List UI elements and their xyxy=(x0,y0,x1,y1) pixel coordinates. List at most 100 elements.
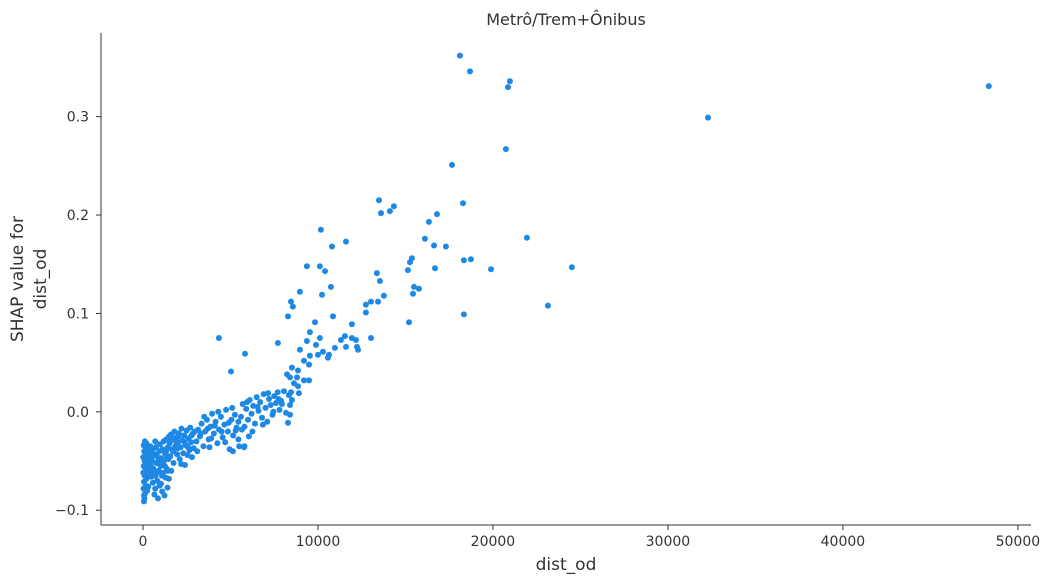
data-point xyxy=(294,374,300,381)
data-point xyxy=(147,456,154,463)
data-point xyxy=(523,234,530,241)
data-point xyxy=(285,313,291,320)
data-point xyxy=(296,288,303,295)
data-point xyxy=(188,432,195,439)
data-point xyxy=(167,453,174,460)
data-point xyxy=(415,285,422,292)
data-point xyxy=(460,311,467,318)
x-axis-label: dist_od xyxy=(536,555,597,575)
data-point xyxy=(288,298,294,305)
data-point xyxy=(210,430,217,437)
data-point xyxy=(151,451,158,458)
data-point xyxy=(331,344,338,351)
data-point xyxy=(410,290,416,297)
data-point xyxy=(295,383,301,390)
data-point xyxy=(218,428,225,435)
data-point xyxy=(235,436,242,443)
data-point xyxy=(274,389,281,396)
data-point xyxy=(276,406,283,413)
data-point xyxy=(244,399,251,405)
data-point xyxy=(312,319,318,326)
data-point xyxy=(168,467,175,474)
data-point xyxy=(362,301,369,308)
data-point xyxy=(705,114,711,121)
ticks-layer: 0 10000 20000 30000 40000 50000 −0.1 0.0 0.1 0.2 0… xyxy=(55,110,1040,550)
data-point xyxy=(163,448,170,455)
data-point xyxy=(242,350,248,357)
data-point xyxy=(159,460,166,466)
data-point xyxy=(303,338,310,344)
data-point xyxy=(208,435,215,442)
data-point xyxy=(206,444,213,451)
y-tick-label: 0.1 xyxy=(67,306,89,322)
data-point xyxy=(152,438,159,445)
data-point xyxy=(425,218,432,225)
y-tick-label: 0.2 xyxy=(67,208,89,224)
data-point xyxy=(295,367,301,374)
data-point xyxy=(223,406,230,413)
data-point xyxy=(236,443,243,450)
data-point xyxy=(198,420,205,427)
data-point xyxy=(265,390,272,397)
data-point xyxy=(174,445,181,452)
data-point xyxy=(164,484,171,491)
data-point xyxy=(259,414,265,421)
data-point xyxy=(376,278,383,284)
data-point xyxy=(368,298,374,305)
data-point xyxy=(324,354,331,361)
data-point xyxy=(176,456,183,463)
data-point xyxy=(275,396,282,402)
data-point xyxy=(306,377,312,384)
data-point xyxy=(217,413,224,420)
data-point xyxy=(141,438,148,445)
y-tick-label: −0.1 xyxy=(55,503,89,519)
data-point xyxy=(165,475,172,482)
data-point xyxy=(301,357,307,364)
data-point xyxy=(289,303,296,310)
data-point xyxy=(228,368,234,375)
data-point xyxy=(327,283,334,290)
data-point xyxy=(271,393,278,400)
points-layer xyxy=(140,52,992,505)
data-point xyxy=(214,440,221,447)
data-point xyxy=(442,243,449,250)
data-point xyxy=(266,396,272,402)
data-point xyxy=(185,444,192,451)
data-point xyxy=(151,491,158,498)
chart-title: Metrô/Trem+Ônibus xyxy=(486,10,646,29)
data-point xyxy=(248,410,255,417)
data-point xyxy=(337,337,344,343)
data-point xyxy=(167,437,174,444)
x-tick-label: 30000 xyxy=(646,534,691,550)
data-point xyxy=(341,333,348,340)
data-point xyxy=(245,433,252,440)
data-point xyxy=(467,68,473,75)
data-point xyxy=(281,388,287,395)
data-point xyxy=(376,197,382,204)
data-point xyxy=(375,298,381,305)
y-tick-label: 0.3 xyxy=(67,110,89,126)
data-point xyxy=(264,418,271,425)
data-point xyxy=(215,408,222,415)
data-point xyxy=(153,469,160,476)
data-point xyxy=(245,416,251,423)
data-point xyxy=(449,161,455,168)
data-point xyxy=(296,346,303,353)
data-point xyxy=(200,443,207,450)
data-point xyxy=(316,263,323,270)
data-point xyxy=(152,444,159,451)
data-point xyxy=(152,485,159,492)
data-point xyxy=(211,422,218,429)
data-point xyxy=(235,418,242,425)
data-point xyxy=(232,427,239,434)
data-point xyxy=(170,448,177,455)
data-point xyxy=(390,203,397,210)
data-point xyxy=(219,434,226,441)
data-point xyxy=(243,405,250,412)
data-point xyxy=(378,210,384,217)
data-point xyxy=(178,461,185,467)
data-point xyxy=(193,438,200,445)
data-point xyxy=(343,238,349,245)
x-tick-label: 40000 xyxy=(821,534,866,550)
data-point xyxy=(316,335,323,341)
